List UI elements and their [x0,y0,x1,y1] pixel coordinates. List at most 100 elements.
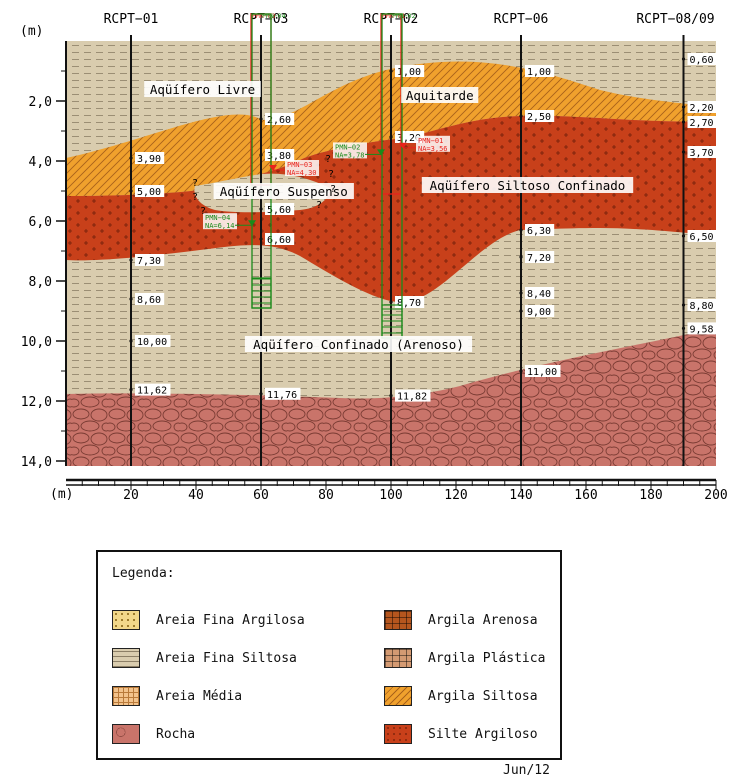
legend-swatch [112,686,140,706]
depth-label-bg [525,287,555,299]
depth-label-bg [265,233,295,245]
water-level-well: PMN−03 [287,161,312,169]
x-tick-label: 200 [704,488,727,503]
depth-label-bg [525,110,555,122]
depth-label-bg [135,383,171,396]
y-tick-label: 6,0 [29,215,52,230]
depth-label: 8,80 [690,301,714,312]
depth-label: 6,30 [527,226,551,237]
unit-label: Aqüífero Livre [150,82,255,97]
depth-label: 6,50 [690,232,714,243]
water-level-na: NA=3,78 [335,151,365,159]
depth-marker [519,309,523,313]
water-level-arrow [399,142,407,149]
unit-label-bg [213,183,354,199]
y-axis-unit: (m) [20,24,43,39]
x-tick-label: 180 [639,488,662,503]
borehole-name: RCPT−01 [104,12,159,27]
depth-label: 7,30 [137,256,161,267]
unit-labels: Aqüífero Livre Aquitarde Aqüífero Suspenso… [144,81,634,352]
legend-item: Argila Siltosa [384,686,538,706]
question-mark: ? [192,192,198,203]
x-tick-label: 80 [318,488,334,503]
x-tick-label: 20 [123,488,139,503]
question-mark: ? [325,154,331,165]
depth-label: 2,20 [690,103,714,114]
depth-label: 11,76 [267,390,297,401]
depth-label: 8,40 [527,289,551,300]
depth-marker [681,303,686,307]
legend: Legenda: Areia Fina Argilosa Argila Areno… [96,550,562,760]
depth-label: 3,70 [690,148,714,159]
legend-swatch [384,610,412,630]
depth-label-bg [265,203,295,215]
well-name: PMN−01 [382,12,406,20]
water-level-arrow [248,220,256,227]
depth-marker [129,156,133,160]
depth-marker [129,258,133,262]
depth-label-bg [135,152,165,164]
depth-label: 5,00 [137,187,161,198]
depth-label: 0,60 [690,55,714,66]
borehole: RCPT−06 1,00 2,50 6,30 7,20 8,40 9,00 11,00 [494,12,561,466]
legend-label: Areia Média [156,688,243,704]
borehole-name: RCPT−06 [494,12,549,27]
depth-marker [389,69,393,73]
x-tick-label: 120 [444,488,467,503]
unit-label: Aqüífero Siltoso Confinado [430,178,626,193]
x-axis-unit: (m) [50,487,73,502]
depth-marker [259,237,263,241]
well-screen [381,304,403,339]
legend-item: Areia Média [112,686,242,706]
legend-label: Argila Arenosa [428,612,538,628]
depth-label: 11,82 [397,392,427,403]
borehole: RCPT−01 3,90 5,00 7,30 8,60 10,00 11,62 [104,12,171,466]
depth-label: 2,60 [267,115,291,126]
unit-label-bg [244,336,473,352]
question-marks: ? ? ? ? ? ? ? [192,154,336,217]
depth-label-bg [525,65,555,77]
well-name: PMN−03 [252,12,276,20]
depth-marker [129,339,133,343]
layer-rocha [66,328,716,466]
depth-label-bg [687,299,717,311]
x-tick-label: 160 [574,488,597,503]
depth-marker [389,135,393,139]
depth-label-bg [135,185,165,197]
depth-label-bg [687,116,717,128]
question-mark: ? [316,200,322,211]
depth-label-bg [525,251,555,263]
depth-marker [259,117,263,121]
water-level-na: NA=3,56 [418,145,448,153]
well-name: PMN−02 [392,12,416,20]
axes: (m) 2,0 4,0 6,0 8,0 10,0 12,0 14,0 (m) 20 40 60 80 10… [20,24,728,503]
depth-label: 9,58 [690,324,714,335]
depth-label: 11,00 [527,367,557,378]
depth-label: 2,50 [527,112,551,123]
depth-label-bg [395,389,431,402]
depth-marker [389,300,393,304]
question-mark: ? [328,169,334,180]
depth-marker [259,153,263,157]
depth-label: 3,80 [267,151,291,162]
depth-marker [129,189,133,193]
x-tick-label: 100 [379,488,402,503]
legend-item: Areia Fina Argilosa [112,610,305,630]
depth-marker [681,120,686,124]
borehole: RCPT−08/09 0,60 2,20 2,70 3,70 6,50 8,80 9,58 [636,12,717,466]
depth-label: 8,70 [397,298,421,309]
depth-label-bg [525,224,555,236]
depth-label: 1,00 [397,67,421,78]
depth-label-bg [525,305,555,317]
depth-label-bg [687,230,717,242]
depth-label: 5,60 [267,205,291,216]
question-mark: ? [192,178,198,189]
legend-label: Silte Argiloso [428,726,538,742]
depth-label: 3,20 [397,133,421,144]
depth-label: 3,90 [137,154,161,165]
depth-label: 8,60 [137,295,161,306]
depth-marker [259,392,263,396]
legend-swatch [112,724,140,744]
depth-marker [519,69,523,73]
y-tick-label: 4,0 [29,155,52,170]
